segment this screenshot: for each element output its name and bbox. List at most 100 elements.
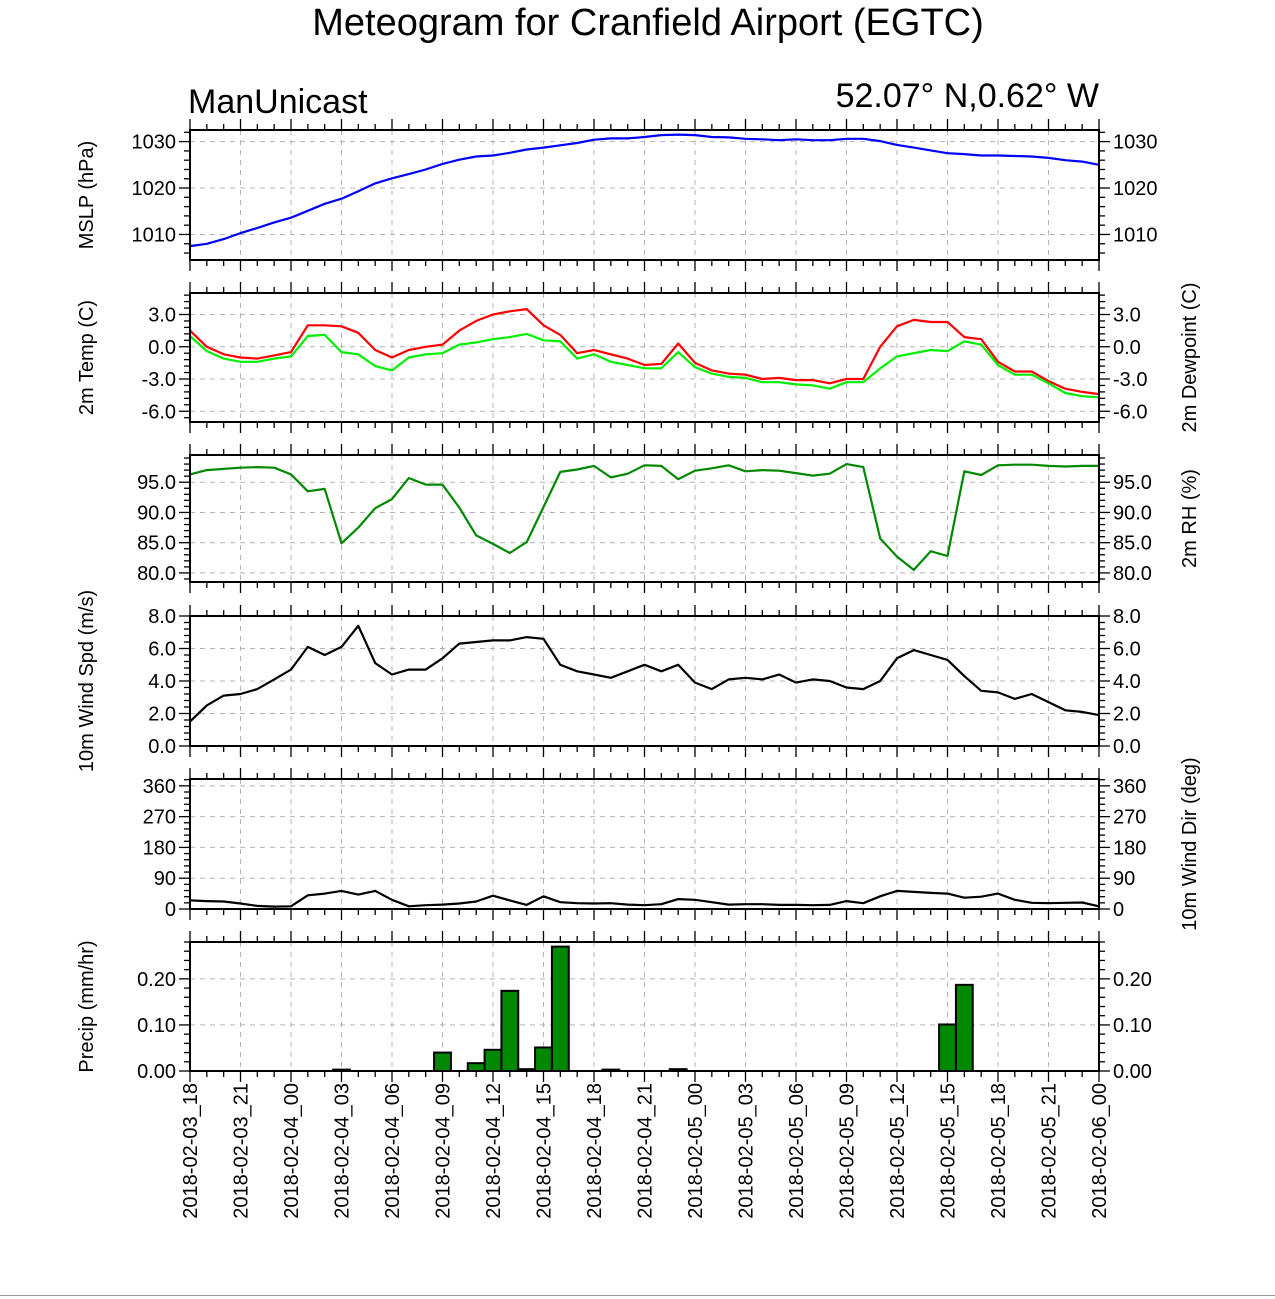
y-tick-label-left: 0.00 [137, 1061, 176, 1083]
y-tick-label-right: 1010 [1113, 224, 1158, 246]
series-line-1 [189, 308, 1100, 396]
y-axis-title-right: 2m RH (%) [1179, 469, 1201, 568]
y-tick-label-left: 6.0 [148, 639, 176, 661]
y-tick-label-left: 90 [154, 868, 176, 890]
y-tick-label-right: 90 [1113, 868, 1135, 890]
series-line-1 [189, 133, 1100, 248]
panel-4: 0.0 0.0 2.0 2.0 4.0 4.0 6.0 6.0 8.0 8.0 10m Wind S… [76, 590, 1141, 772]
y-tick-label-left: 360 [143, 776, 176, 798]
y-tick-label-left: 0.0 [148, 337, 176, 359]
series-line-2 [189, 332, 1100, 399]
x-tick-label: 2018-02-04_06 [382, 1083, 404, 1219]
series-line-1 [189, 463, 1099, 572]
y-tick-label-left: 2.0 [148, 704, 176, 726]
y-tick-label-left: 4.0 [148, 671, 176, 693]
x-tick-label: 2018-02-05_03 [736, 1083, 758, 1219]
y-tick-label-left: 1010 [132, 224, 177, 246]
panel-5: 0 0 90 90 180 180 270 270 360 360 10m Wind Dir (de… [143, 757, 1201, 930]
y-tick-label-left: 0 [165, 899, 176, 921]
panel-frame [189, 454, 1100, 583]
y-axis-title-right: 10m Wind Dir (deg) [1179, 757, 1201, 930]
y-tick-label-left: 0.20 [137, 969, 176, 991]
x-tick-label: 2018-02-04_03 [332, 1083, 354, 1219]
x-tick-label: 2018-02-05_06 [786, 1083, 808, 1219]
y-tick-label-left: -6.0 [142, 401, 176, 423]
panel-1: 1010 1010 1020 1020 1030 1030 MSLP (hPa) [76, 119, 1158, 271]
y-tick-label-left: 95.0 [137, 472, 176, 494]
y-tick-label-right: 360 [1113, 776, 1146, 798]
x-tick-label: 2018-02-05_15 [938, 1083, 960, 1219]
y-axis-title-left: Precip (mm/hr) [76, 940, 98, 1072]
y-tick-label-right: 270 [1113, 807, 1146, 829]
x-tick-label: 2018-02-03_18 [180, 1083, 202, 1219]
precip-bar [466, 1062, 486, 1072]
x-tick-label: 2018-02-06_00 [1089, 1083, 1111, 1219]
y-tick-label-right: 4.0 [1113, 671, 1141, 693]
y-tick-label-right: 90.0 [1113, 502, 1152, 524]
precip-bar [938, 1023, 957, 1073]
y-tick-label-right: 1030 [1113, 132, 1158, 154]
y-tick-label-left: 90.0 [137, 502, 176, 524]
y-tick-label-right: 0.0 [1113, 736, 1141, 758]
x-tick-label: 2018-02-05_21 [1039, 1083, 1061, 1219]
panel-frame [189, 941, 1100, 1072]
x-tick-label: 2018-02-03_21 [231, 1083, 253, 1219]
x-tick-label: 2018-02-05_09 [837, 1083, 859, 1219]
precip-bar [483, 1048, 503, 1072]
y-tick-label-right: -6.0 [1113, 401, 1147, 423]
y-tick-label-left: 0.0 [148, 736, 176, 758]
y-tick-label-right: 0.20 [1113, 969, 1152, 991]
x-tick-label: 2018-02-05_00 [685, 1083, 707, 1219]
y-tick-label-left: 270 [143, 807, 176, 829]
series-line-1 [189, 624, 1100, 723]
model-label: ManUnicast [188, 83, 368, 121]
bottom-rule [0, 1295, 1275, 1296]
x-tick-label: 2018-02-04_18 [584, 1083, 606, 1219]
series-line-1 [189, 889, 1100, 908]
y-axis-title-right: 2m Dewpoint (C) [1179, 282, 1201, 432]
y-tick-label-right: 1020 [1113, 178, 1158, 200]
y-axis-title-left: MSLP (hPa) [76, 141, 98, 250]
x-tick-label: 2018-02-04_09 [433, 1083, 455, 1219]
y-tick-label-right: -3.0 [1113, 369, 1147, 391]
panel-frame [189, 292, 1100, 423]
y-tick-label-right: 0 [1113, 899, 1124, 921]
panel-frame [189, 615, 1100, 747]
x-tick-label: 2018-02-04_21 [635, 1083, 657, 1219]
y-tick-label-left: 1020 [132, 178, 177, 200]
panel-3: 80.0 80.0 85.0 85.0 90.0 90.0 95.0 95.0 2m RH (%… [137, 444, 1201, 593]
x-tick-label: 2018-02-04_00 [281, 1083, 303, 1219]
y-tick-label-left: 1030 [132, 132, 177, 154]
y-tick-label-right: 85.0 [1113, 533, 1152, 555]
y-tick-label-left: 80.0 [137, 563, 176, 585]
x-tick-label: 2018-02-05_12 [887, 1083, 909, 1219]
y-tick-label-right: 80.0 [1113, 563, 1152, 585]
precip-bar [534, 1046, 553, 1072]
precip-bar [550, 945, 570, 1072]
panel-frame [189, 129, 1100, 261]
x-tick-label: 2018-02-05_18 [988, 1083, 1010, 1219]
y-tick-label-left: 0.10 [137, 1015, 176, 1037]
y-tick-label-right: 8.0 [1113, 606, 1141, 628]
precip-bar [954, 983, 974, 1073]
y-tick-label-right: 180 [1113, 837, 1146, 859]
panel-2: -6.0 -6.0 -3.0 -3.0 0.0 0.0 3.0 3.0 2m Temp (C) 2… [76, 282, 1201, 433]
location-label: 52.07° N,0.62° W [836, 77, 1099, 115]
y-tick-label-right: 2.0 [1113, 704, 1141, 726]
y-tick-label-right: 95.0 [1113, 472, 1152, 494]
y-tick-label-right: 3.0 [1113, 305, 1141, 327]
y-tick-label-left: 85.0 [137, 533, 176, 555]
y-tick-label-right: 0.0 [1113, 337, 1141, 359]
panel-frame [189, 778, 1100, 910]
y-tick-label-right: 0.00 [1113, 1061, 1152, 1083]
y-tick-label-left: 3.0 [148, 305, 176, 327]
y-tick-label-left: 180 [143, 837, 176, 859]
x-tick-label: 2018-02-04_15 [534, 1083, 556, 1219]
y-axis-title-left: 2m Temp (C) [76, 300, 98, 415]
x-tick-label: 2018-02-04_12 [483, 1083, 505, 1219]
precip-bar [433, 1051, 452, 1072]
y-tick-label-right: 6.0 [1113, 639, 1141, 661]
chart-title: Meteogram for Cranfield Airport (EGTC) [312, 2, 984, 44]
y-axis-title-left: 10m Wind Spd (m/s) [76, 590, 98, 772]
